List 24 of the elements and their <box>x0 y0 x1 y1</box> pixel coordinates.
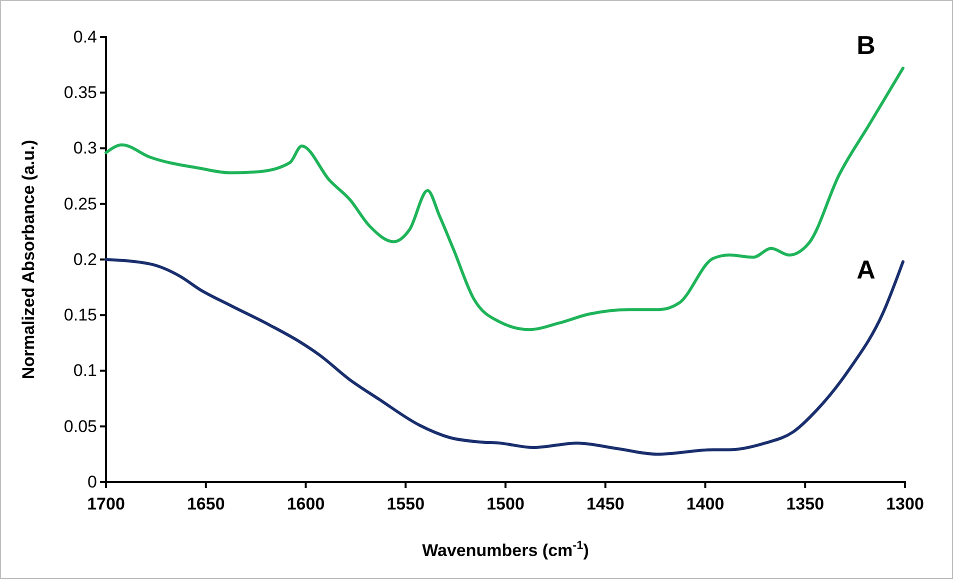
y-tick-label: 0.05 <box>64 416 97 436</box>
y-tick-label: 0.1 <box>73 361 97 380</box>
x-tick-label: 1650 <box>186 494 225 514</box>
x-tick-label: 1600 <box>286 494 325 514</box>
x-tick-label: 1550 <box>386 494 425 514</box>
y-axis-title: Normalized Absorbance (a.u.) <box>19 140 38 380</box>
series-label: B <box>856 30 876 60</box>
y-tick-label: 0 <box>88 472 97 492</box>
x-tick-label: 1400 <box>686 494 724 514</box>
y-tick-label: 0.35 <box>64 83 97 102</box>
y-tick-label: 0.2 <box>73 250 97 269</box>
x-tick-label: 1700 <box>87 494 125 514</box>
y-tick-label: 0.25 <box>64 194 97 214</box>
x-tick-label: 1450 <box>586 494 624 514</box>
x-tick-label: 1500 <box>486 494 524 514</box>
line-series <box>104 258 905 456</box>
y-tick-label: 0.3 <box>73 138 97 158</box>
x-tick-label: 1350 <box>786 494 824 514</box>
y-tick-label: 0.4 <box>73 27 97 46</box>
x-axis-title: Wavenumbers (cm$^{-1}$) <box>422 538 589 560</box>
line-series <box>104 66 905 332</box>
series-label: A <box>856 254 876 285</box>
x-tick-label: 1300 <box>886 494 924 514</box>
y-tick-label: 0.15 <box>64 306 97 325</box>
